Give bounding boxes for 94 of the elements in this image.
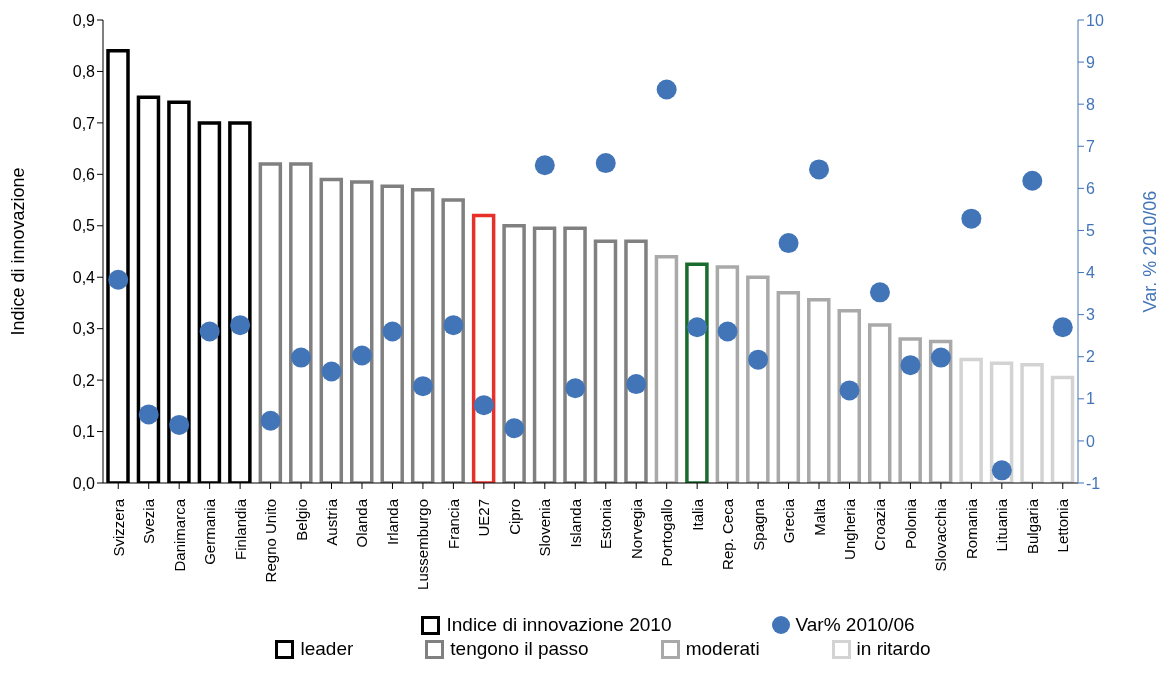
x-tick-label: Lussemburgo	[414, 499, 432, 590]
y-tick-label: 0,1	[72, 423, 96, 441]
point	[534, 155, 555, 176]
y-tick-label: 0,7	[72, 114, 96, 132]
point	[687, 317, 708, 338]
x-tick-label: Germania	[201, 498, 219, 565]
text: tengono il passo	[449, 638, 589, 660]
point	[595, 153, 616, 174]
x-tick-label: Portogallo	[658, 499, 676, 567]
point	[443, 315, 464, 336]
y2-tick-label: 6	[1086, 180, 1095, 198]
point	[717, 321, 738, 342]
point	[230, 315, 251, 336]
y-tick-label: 0,8	[72, 63, 96, 81]
x-tick-label: Finlandia	[231, 498, 249, 560]
point	[930, 347, 951, 368]
x-tick-label: Cipro	[505, 499, 523, 535]
x-tick-label: Grecia	[780, 498, 798, 544]
x-tick-label: UE27	[475, 499, 493, 537]
text: moderati	[684, 638, 760, 660]
point	[169, 414, 190, 435]
y2-tick-label: 1	[1086, 390, 1095, 408]
point	[1022, 170, 1043, 191]
point	[565, 378, 586, 399]
y2-tick-label: 5	[1086, 222, 1095, 240]
legend-label: Indice di innovazione 2010	[445, 614, 672, 636]
y-axis-title: Indice di innovazione	[8, 167, 29, 336]
y2-tick-label: 8	[1086, 95, 1095, 113]
point	[991, 460, 1012, 481]
y-tick-label: 0,2	[72, 371, 96, 389]
text: leader	[299, 638, 354, 660]
x-tick-label: Svizzera	[109, 498, 127, 557]
point	[473, 395, 494, 416]
y2-tick-label: 2	[1086, 348, 1095, 366]
point	[291, 347, 312, 368]
x-tick-label: Regno Unito	[262, 499, 280, 583]
x-tick-label: Belgio	[292, 499, 310, 541]
point	[108, 269, 129, 290]
point	[809, 159, 830, 180]
x-tick-label: Romania	[962, 498, 980, 560]
y2-tick-label: -1	[1086, 474, 1101, 492]
point	[382, 321, 403, 342]
legend-label: Var% 2010/06	[794, 614, 915, 636]
y2-tick-label: 3	[1086, 306, 1095, 324]
y2-axis-title: Var. % 2010/06	[1140, 190, 1161, 313]
x-tick-label: Slovacchia	[932, 498, 950, 572]
y-tick-label: 0,0	[72, 474, 96, 492]
x-tick-label: Rep. Ceca	[719, 498, 737, 570]
point	[351, 345, 372, 366]
point	[961, 208, 982, 229]
x-tick-label: Olanda	[353, 498, 371, 548]
point	[869, 282, 890, 303]
point	[504, 418, 525, 439]
point	[656, 79, 677, 100]
point	[199, 321, 220, 342]
point	[748, 349, 769, 370]
x-tick-label: Italia	[688, 498, 706, 531]
point	[412, 376, 433, 397]
y2-tick-label: 10	[1086, 11, 1104, 29]
y-tick-label: 0,5	[72, 217, 96, 235]
point	[138, 404, 159, 425]
point	[626, 374, 647, 395]
point	[900, 355, 921, 376]
y2-tick-label: 9	[1086, 53, 1095, 71]
y2-tick-label: 4	[1086, 264, 1095, 282]
y-tick-label: 0,4	[72, 268, 96, 286]
x-tick-label: Estonia	[597, 498, 615, 550]
text: in ritardo	[855, 638, 931, 660]
point	[778, 233, 799, 254]
x-tick-label: Danimarca	[170, 498, 188, 572]
x-tick-label: Polonia	[901, 498, 919, 550]
x-tick-label: Ungheria	[840, 498, 858, 560]
point	[839, 380, 860, 401]
x-tick-label: Austria	[323, 498, 341, 546]
x-tick-label: Svezia	[140, 498, 158, 545]
x-tick-label: Irlanda	[383, 498, 401, 545]
x-tick-label: Islanda	[566, 498, 584, 548]
y-tick-label: 0,6	[72, 166, 96, 184]
x-tick-label: Slovenia	[536, 498, 554, 557]
x-tick-label: Malta	[810, 498, 828, 536]
point	[321, 361, 342, 382]
x-tick-label: Bulgaria	[1023, 498, 1041, 555]
y2-tick-label: 0	[1086, 432, 1095, 450]
x-tick-label: Lituania	[993, 498, 1011, 552]
x-tick-label: Norvegia	[627, 498, 645, 560]
y-tick-label: 0,9	[72, 11, 96, 29]
x-tick-label: Francia	[444, 498, 462, 550]
x-tick-label: Croazia	[871, 498, 889, 551]
x-tick-label: Spagna	[749, 498, 767, 551]
x-tick-label: Lettonia	[1054, 498, 1072, 553]
y2-tick-label: 7	[1086, 137, 1095, 155]
point	[260, 410, 281, 431]
y-tick-label: 0,3	[72, 320, 96, 338]
point	[1052, 317, 1073, 338]
